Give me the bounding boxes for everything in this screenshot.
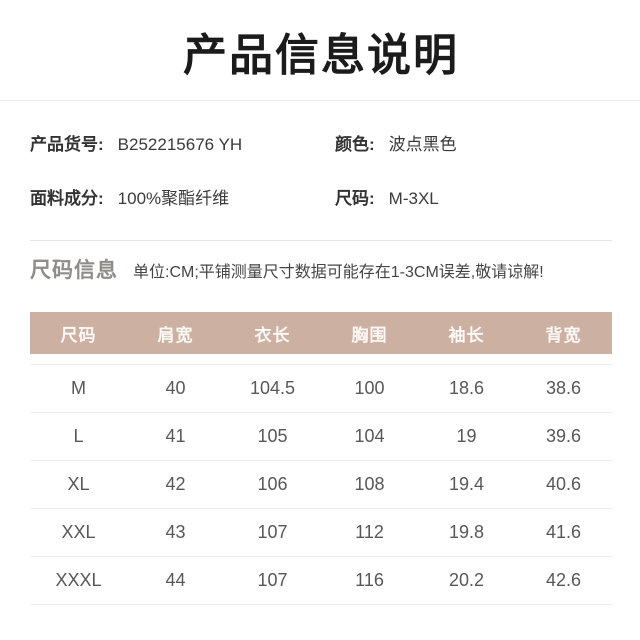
table-cell: XL <box>67 474 90 494</box>
size-table-header-cell: 袖长 <box>448 325 485 345</box>
field-value: 波点黑色 <box>388 135 457 154</box>
table-cell: 106 <box>257 474 288 494</box>
table-cell: 42 <box>165 474 186 494</box>
table-cell: L <box>73 426 84 446</box>
table-cell: 18.6 <box>448 378 485 398</box>
table-cell: 100 <box>354 378 385 398</box>
table-cell: 19 <box>456 426 477 446</box>
table-cell: 104.5 <box>249 378 296 398</box>
page-title: 产品信息说明 <box>183 31 459 80</box>
size-info-note: 单位:CM;平铺测量尺寸数据可能存在1-3CM误差,敬请谅解! <box>133 264 544 281</box>
table-cell: 41 <box>165 426 186 446</box>
field-color: 颜色: 波点黑色 <box>335 134 612 156</box>
table-cell: 40 <box>165 378 186 398</box>
table-row: M 40 104.5 100 18.6 38.6 <box>30 365 612 413</box>
table-cell: 38.6 <box>545 378 582 398</box>
table-cell: 107 <box>257 522 288 542</box>
table-cell: 41.6 <box>545 522 582 542</box>
title-divider <box>0 100 640 101</box>
size-table-header-row: 尺码 肩宽 衣长 胸围 袖长 背宽 <box>30 312 612 354</box>
table-cell: 19.4 <box>448 474 485 494</box>
field-label: 尺码: <box>335 189 375 208</box>
field-size-range: 尺码: M-3XL <box>335 188 612 210</box>
table-cell: 44 <box>165 570 186 590</box>
field-value: M-3XL <box>388 189 439 208</box>
table-row: XXL 43 107 112 19.8 41.6 <box>30 509 612 557</box>
field-label: 面料成分: <box>30 189 104 208</box>
size-table-header-cell: 衣长 <box>254 325 291 345</box>
field-fabric: 面料成分: 100%聚酯纤维 <box>30 188 335 210</box>
field-label: 产品货号: <box>30 135 104 154</box>
table-cell: XXL <box>61 522 96 542</box>
table-cell: 116 <box>355 570 384 590</box>
size-info-heading: 尺码信息 <box>30 259 118 282</box>
table-row: XL 42 106 108 19.4 40.6 <box>30 461 612 509</box>
table-cell: 105 <box>257 426 288 446</box>
size-table-header-cell: 尺码 <box>60 325 97 345</box>
size-table-header-cell: 胸围 <box>351 325 388 345</box>
table-cell: 20.2 <box>448 570 485 590</box>
product-info-section: 产品货号: B252215676 YH 颜色: 波点黑色 面料成分: 100%聚… <box>30 134 612 210</box>
table-cell: 39.6 <box>545 426 582 446</box>
table-row: L 41 105 104 19 39.6 <box>30 413 612 461</box>
table-cell: 43 <box>165 522 186 542</box>
table-cell: 40.6 <box>545 474 582 494</box>
size-table: 尺码 肩宽 衣长 胸围 袖长 背宽 M 40 104.5 100 18.6 38.6 L 41 105 10… <box>30 312 612 605</box>
field-label: 颜色: <box>335 135 375 154</box>
field-product-code: 产品货号: B252215676 YH <box>30 134 335 156</box>
field-value: B252215676 YH <box>117 135 243 154</box>
size-table-header-cell: 背宽 <box>545 325 582 345</box>
size-info-header: 尺码信息 单位:CM;平铺测量尺寸数据可能存在1-3CM误差,敬请谅解! <box>30 254 612 284</box>
table-cell: 42.6 <box>545 570 582 590</box>
size-table-body: M 40 104.5 100 18.6 38.6 L 41 105 104 19 39.6 XL 42 10… <box>30 364 612 605</box>
section-divider <box>30 240 612 241</box>
table-cell: 19.8 <box>448 522 485 542</box>
table-cell: 107 <box>257 570 288 590</box>
table-cell: M <box>71 378 86 398</box>
table-cell: 112 <box>355 522 384 542</box>
table-cell: 104 <box>354 426 385 446</box>
size-table-header-cell: 肩宽 <box>157 325 194 345</box>
table-cell: 108 <box>354 474 385 494</box>
field-value: 100%聚酯纤维 <box>117 189 230 208</box>
table-row: XXXL 44 107 116 20.2 42.6 <box>30 557 612 605</box>
table-cell: XXXL <box>55 570 102 590</box>
